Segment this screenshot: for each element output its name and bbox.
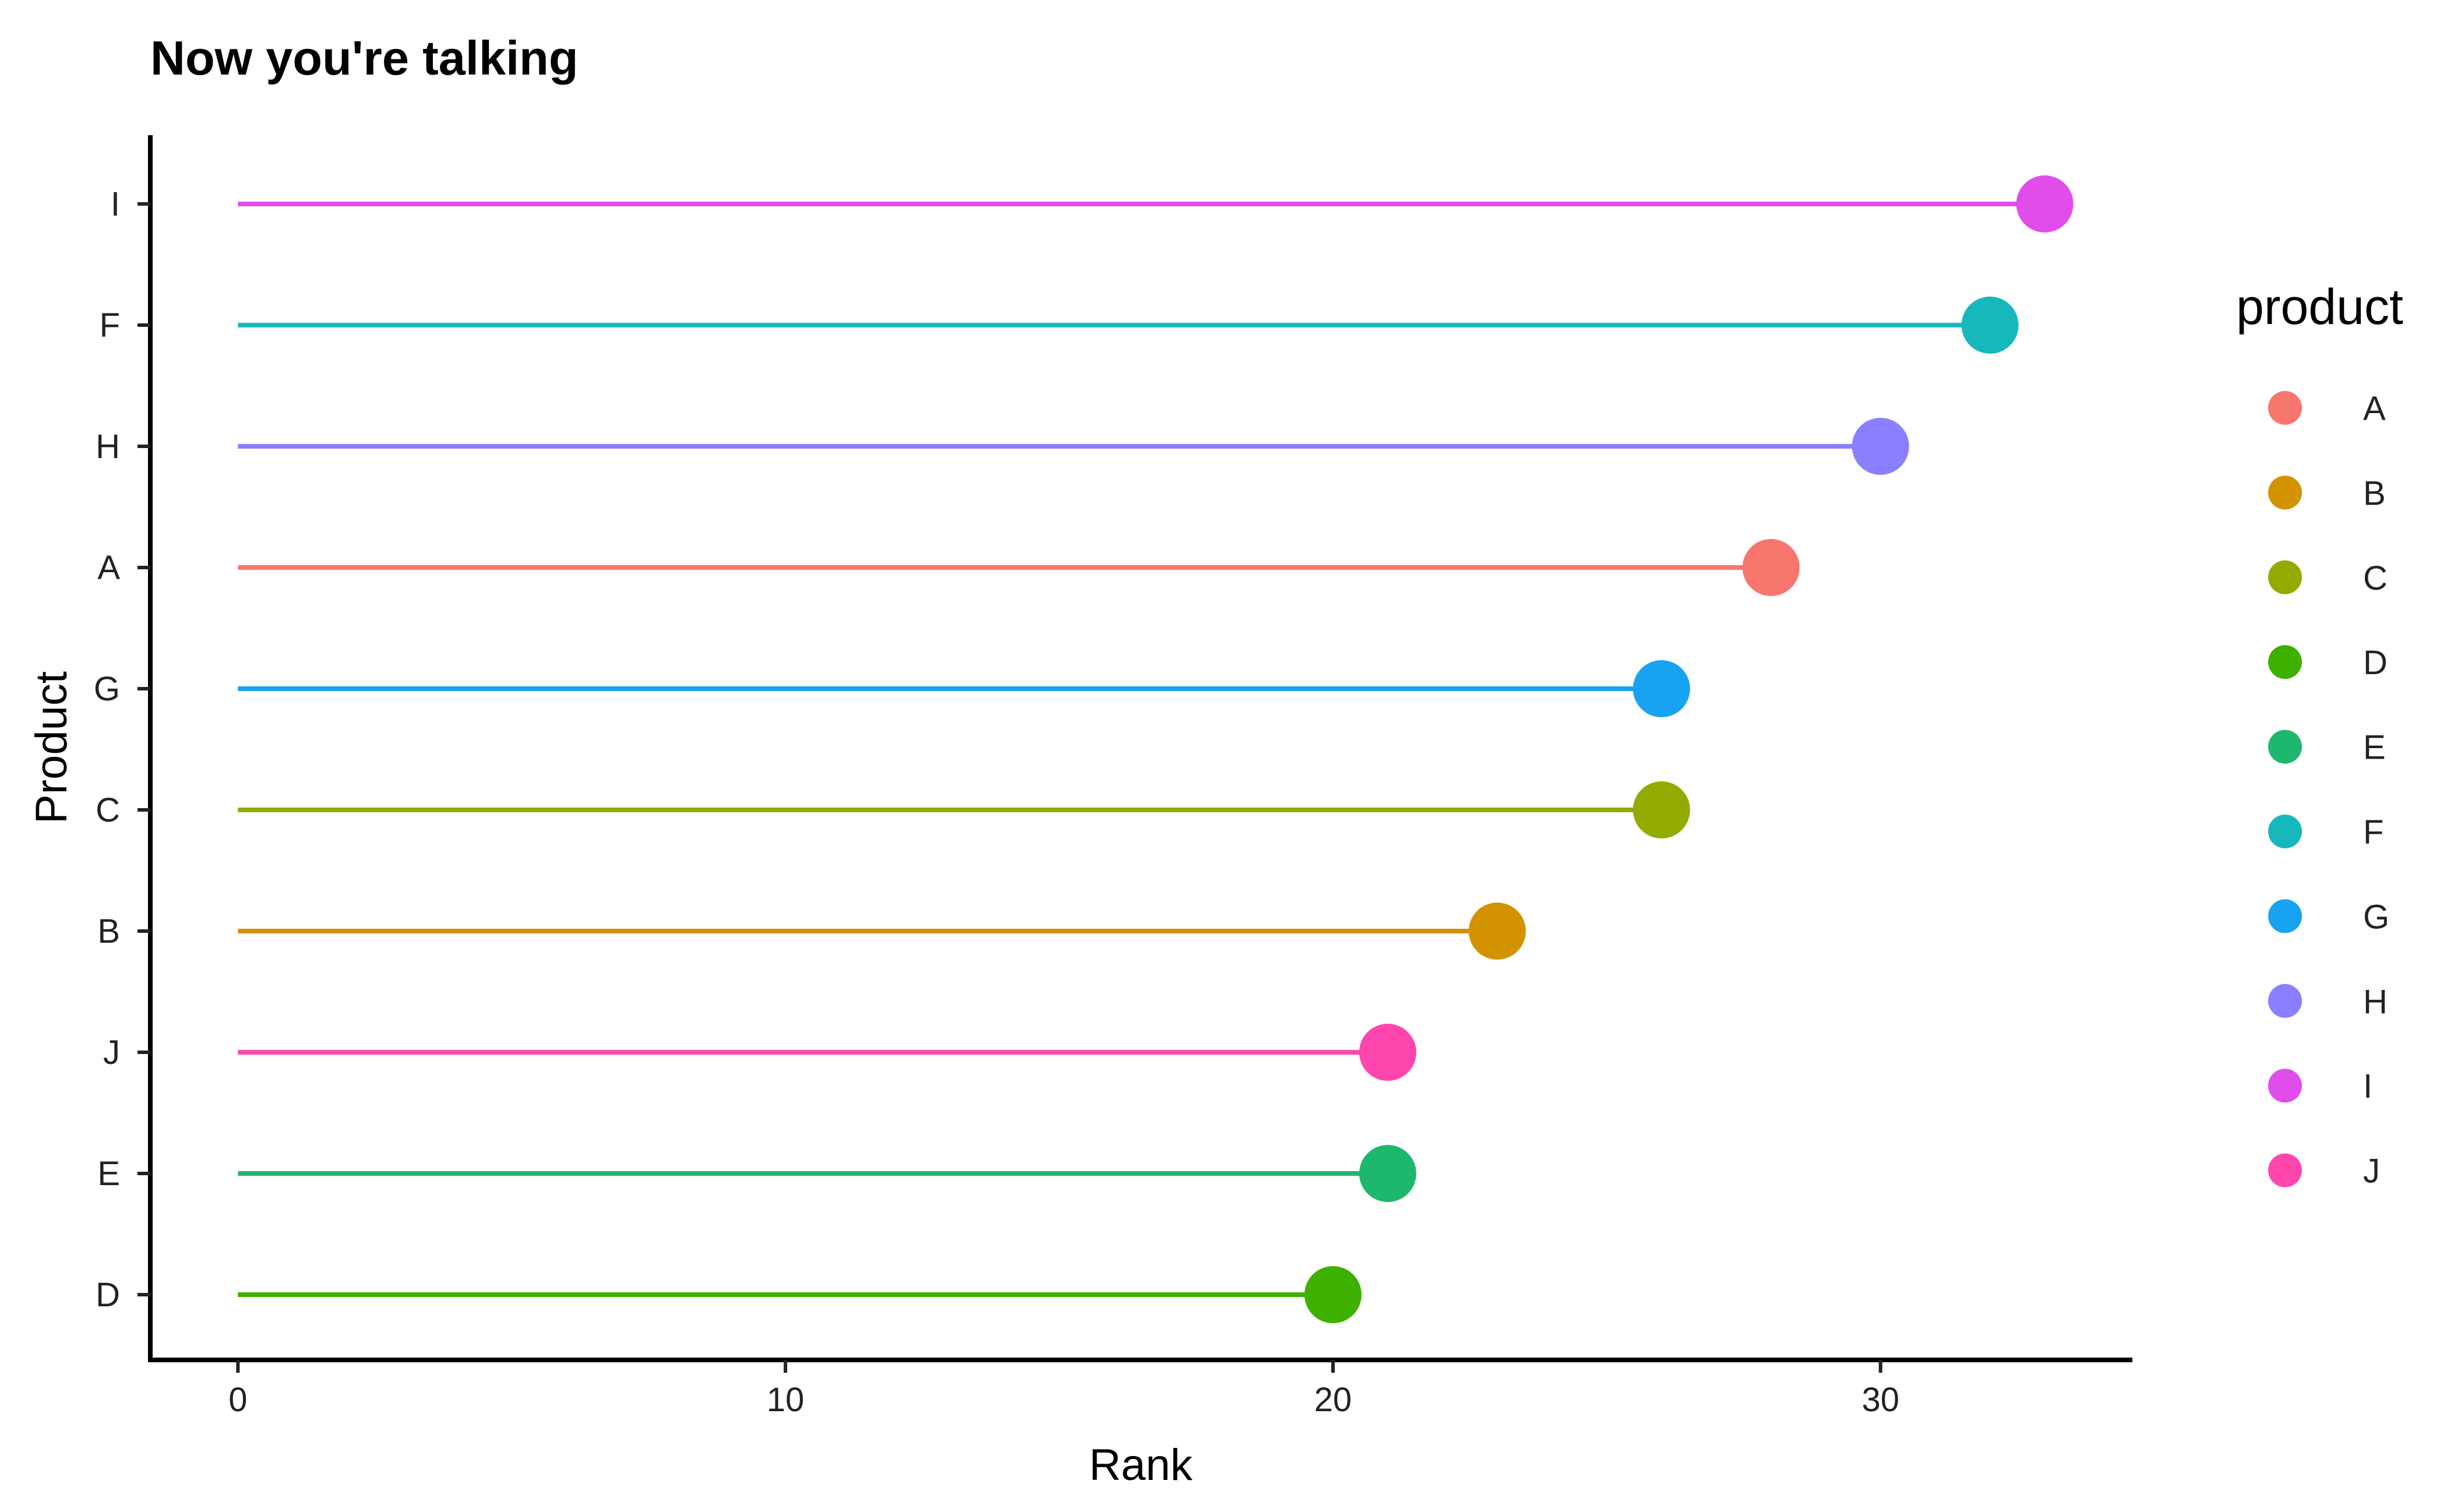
legend-key-D [2268, 645, 2302, 679]
y-tick-label: G [94, 670, 120, 708]
legend-items: A B C D E F G H I J [2268, 390, 2389, 1190]
point-H [1852, 418, 1909, 475]
point-A [1742, 539, 1800, 596]
lollipop-points [1304, 175, 2074, 1323]
point-D [1304, 1266, 1362, 1323]
y-tick-label: C [96, 791, 120, 829]
legend-key-E [2268, 729, 2302, 764]
y-tick-label: H [96, 428, 120, 466]
legend-key-A [2268, 391, 2302, 425]
legend-label: C [2363, 559, 2388, 597]
point-J [1359, 1024, 1416, 1081]
y-axis-ticks: I F H A G C B J E D [94, 185, 150, 1314]
legend-label: H [2363, 983, 2388, 1021]
x-axis-ticks: 0 10 20 30 [228, 1360, 1899, 1419]
x-axis-title: Rank [1089, 1440, 1193, 1490]
point-B [1468, 903, 1526, 960]
legend-label: I [2363, 1067, 2372, 1105]
y-tick-label: F [100, 306, 120, 344]
y-tick-label: B [97, 912, 120, 950]
point-G [1632, 660, 1690, 717]
y-tick-label: J [103, 1034, 120, 1072]
legend-label: B [2363, 474, 2386, 512]
legend-label: J [2363, 1152, 2380, 1190]
lollipop-stems [238, 202, 2045, 1297]
legend-key-C [2268, 560, 2302, 594]
y-tick-label: I [111, 185, 120, 223]
legend: product A B C D E F G H I J [2236, 279, 2403, 1190]
chart-title: Now you're talking [150, 31, 579, 85]
y-tick-label: A [97, 549, 120, 587]
legend-key-H [2268, 984, 2302, 1018]
legend-label: F [2363, 813, 2383, 851]
x-tick-label: 20 [1314, 1381, 1352, 1419]
legend-key-B [2268, 475, 2302, 510]
point-F [1961, 297, 2019, 354]
x-tick-label: 0 [228, 1381, 247, 1419]
legend-key-J [2268, 1153, 2302, 1187]
y-tick-label: D [96, 1276, 120, 1314]
y-tick-label: E [97, 1155, 120, 1193]
point-E [1359, 1145, 1416, 1202]
x-tick-label: 30 [1861, 1381, 1899, 1419]
legend-title: product [2236, 279, 2403, 335]
legend-key-G [2268, 899, 2302, 933]
legend-key-I [2268, 1069, 2302, 1103]
legend-key-F [2268, 815, 2302, 848]
point-C [1632, 781, 1690, 838]
legend-label: D [2363, 644, 2388, 682]
legend-label: G [2363, 898, 2389, 936]
y-axis-title: Product [27, 671, 76, 824]
point-I [2016, 175, 2074, 232]
legend-label: E [2363, 729, 2386, 767]
legend-label: A [2363, 390, 2386, 428]
plot-area: 0 10 20 30 I F H A G C B J E D [94, 135, 2132, 1419]
x-tick-label: 10 [767, 1381, 805, 1419]
